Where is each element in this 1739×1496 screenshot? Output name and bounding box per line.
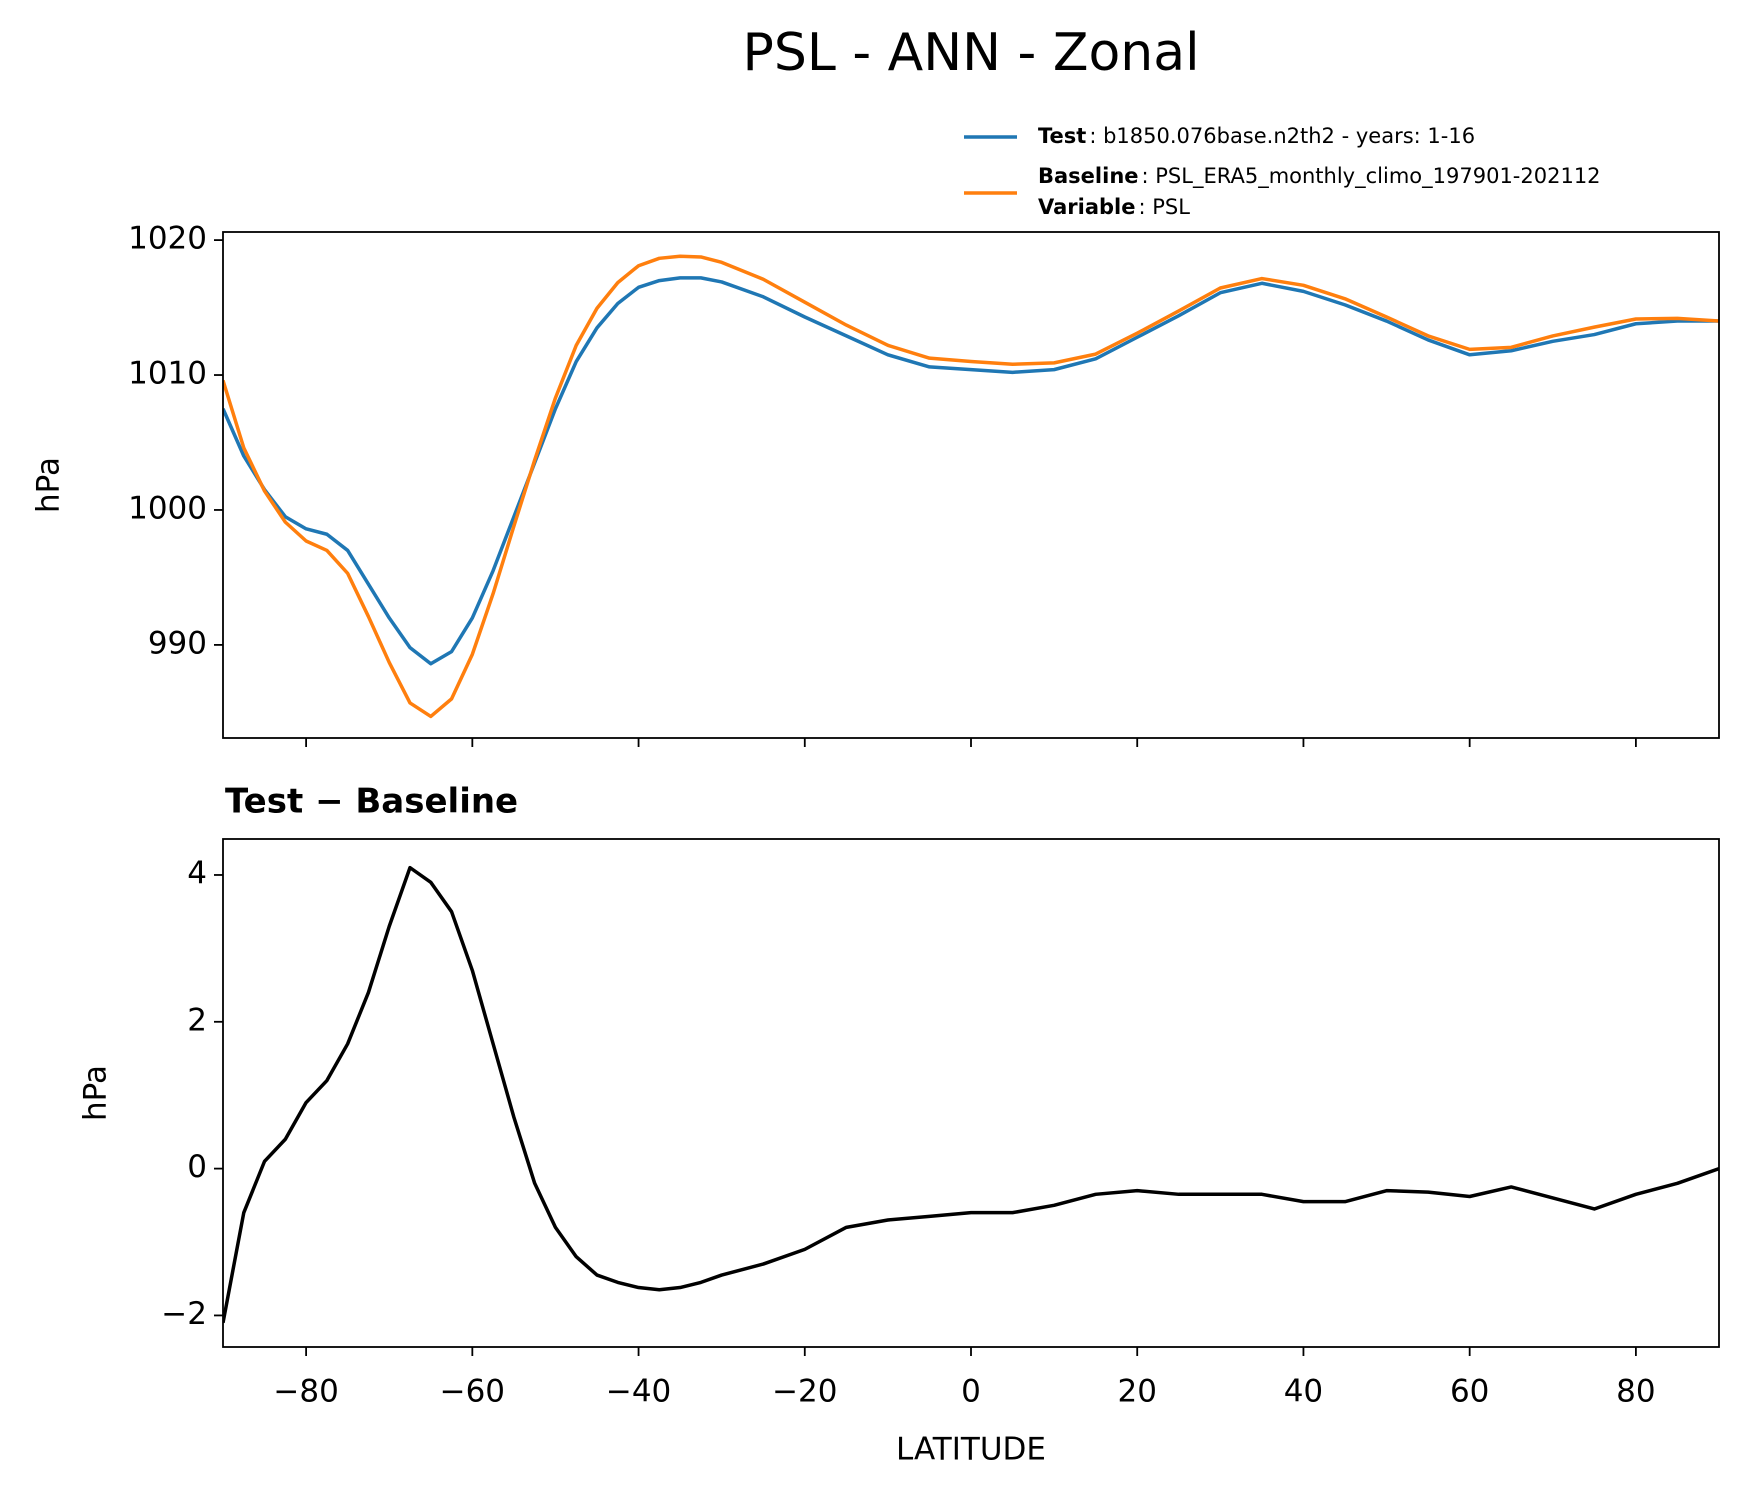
legend-label: Baseline	[1038, 164, 1139, 188]
x-tick-label: −60	[440, 1374, 505, 1410]
y-tick-label: −2	[161, 1296, 207, 1332]
series-line	[223, 254, 1719, 719]
legend-label: Test	[1038, 124, 1086, 148]
legend-text: : PSL_ERA5_monthly_climo_197901-202112	[1142, 164, 1601, 189]
y-tick-label: 4	[187, 855, 207, 891]
y-tick-label: 0	[187, 1149, 207, 1185]
legend-label: Variable	[1038, 195, 1135, 219]
x-tick-label: 20	[1117, 1374, 1156, 1410]
x-tick-label: −20	[772, 1374, 837, 1410]
x-tick-label: −80	[273, 1374, 338, 1410]
axes-frame	[222, 231, 1720, 739]
y-tick-label: 1000	[128, 490, 207, 526]
y-axis-label: hPa	[78, 1065, 114, 1121]
y-tick-label: 990	[148, 625, 207, 661]
x-tick-label: 60	[1450, 1374, 1489, 1410]
legend-text: : b1850.076base.n2th2 - years: 1-16	[1089, 124, 1475, 148]
series-line	[223, 276, 1719, 666]
x-axis-label: LATITUDE	[896, 1432, 1046, 1468]
axes-frame	[222, 838, 1720, 1348]
x-tick-label: 0	[961, 1374, 981, 1410]
legend-text: : PSL	[1138, 195, 1190, 219]
y-tick-label: 1010	[128, 356, 207, 392]
y-tick-label: 1020	[128, 221, 207, 257]
x-tick-label: −40	[606, 1374, 671, 1410]
series-line	[223, 865, 1719, 1324]
y-tick-label: 2	[187, 1002, 207, 1038]
y-axis-label: hPa	[31, 457, 67, 513]
axes-title: Test − Baseline	[225, 782, 518, 822]
x-tick-label: 80	[1616, 1374, 1655, 1410]
figure-title: PSL - ANN - Zonal	[742, 23, 1199, 83]
x-tick-label: 40	[1284, 1374, 1323, 1410]
